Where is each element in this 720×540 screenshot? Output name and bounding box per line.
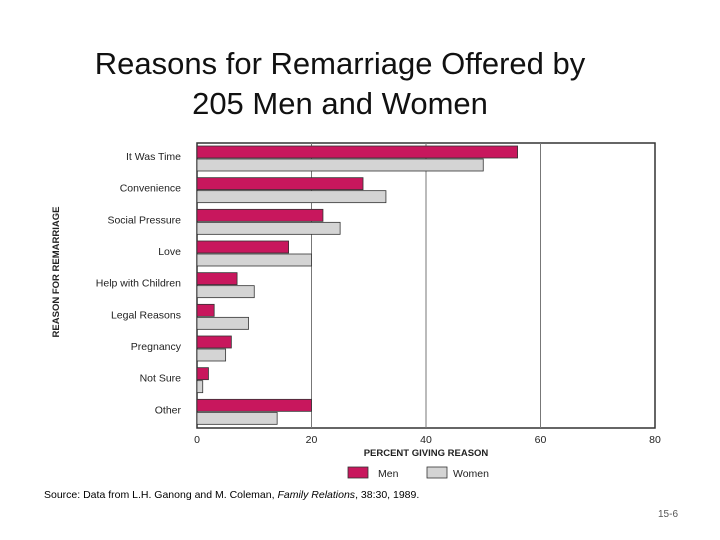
category-label: Help with Children — [96, 278, 181, 290]
y-axis-title: REASON FOR REMARRIAGE — [51, 207, 62, 338]
legend: Men Women — [347, 466, 489, 480]
x-tick-label: 40 — [420, 434, 432, 446]
x-axis-title: PERCENT GIVING REASON — [364, 448, 489, 459]
x-tick-labels: 0 20 40 60 80 — [194, 434, 661, 446]
bar-men-4 — [196, 240, 289, 254]
x-tick-label: 60 — [535, 434, 547, 446]
bar-women-5 — [196, 285, 255, 299]
category-label: Pregnancy — [131, 341, 182, 353]
bar-men-3 — [196, 208, 324, 222]
legend-swatch-men — [347, 466, 369, 479]
bar-women-7 — [196, 348, 227, 362]
bar-women-8 — [196, 380, 204, 394]
bar-women-4 — [196, 253, 312, 267]
category-label: Legal Reasons — [111, 309, 181, 321]
slide-number: 15-6 — [657, 509, 678, 520]
x-tick-label: 0 — [194, 434, 200, 446]
category-label: Convenience — [120, 183, 181, 195]
category-labels: It Was Time Convenience Social Pressure Lov… — [96, 151, 182, 416]
category-label: It Was Time — [126, 151, 181, 163]
source-note: Source: Data from L.H. Ganong and M. Col… — [44, 489, 419, 501]
legend-swatch-women — [426, 466, 448, 479]
bar-men-8 — [196, 367, 209, 381]
bar-women-9 — [196, 411, 278, 425]
x-tick-label: 20 — [306, 434, 318, 446]
x-tick-label: 80 — [649, 434, 661, 446]
source-journal: Family Relations — [277, 489, 356, 501]
bars — [196, 145, 519, 425]
slide-title: Reasons for Remarriage Offered by 205 Me… — [94, 46, 586, 121]
category-label: Other — [155, 404, 182, 416]
bar-women-6 — [196, 316, 249, 330]
source-prefix: Source: Data from L.H. Ganong and M. Col… — [44, 489, 278, 501]
bar-women-2 — [196, 190, 387, 204]
legend-label-men: Men — [378, 468, 399, 480]
category-label: Love — [158, 246, 181, 258]
bar-men-2 — [196, 177, 364, 191]
bar-men-5 — [196, 272, 238, 286]
bar-men-9 — [196, 398, 312, 412]
category-label: Social Pressure — [107, 214, 181, 226]
bar-men-7 — [196, 335, 232, 349]
bar-men-1 — [196, 145, 519, 159]
category-label: Not Sure — [140, 373, 182, 385]
bar-men-6 — [196, 303, 215, 317]
source-suffix: , 38:30, 1989. — [355, 489, 420, 501]
bar-women-1 — [196, 158, 484, 172]
bar-women-3 — [196, 221, 341, 235]
legend-label-women: Women — [453, 468, 489, 480]
